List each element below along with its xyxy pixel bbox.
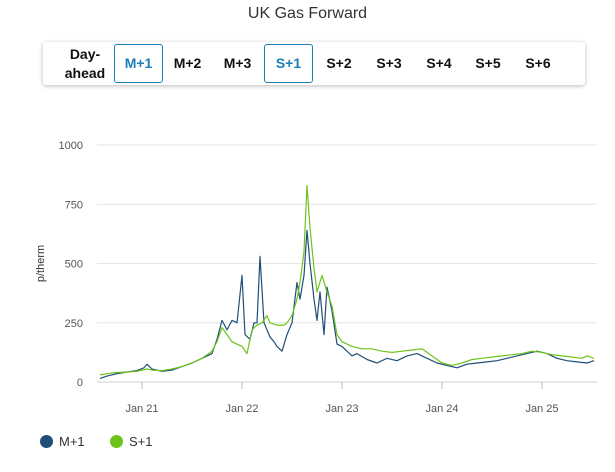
legend-dot-m1 bbox=[40, 434, 53, 448]
y-tick-label: 0 bbox=[77, 377, 83, 389]
y-axis-ticks: 0 250 500 750 1000 bbox=[59, 140, 83, 389]
legend-label-s1: S+1 bbox=[129, 433, 153, 449]
grid-lines bbox=[97, 144, 597, 383]
legend-label-m1: M+1 bbox=[59, 433, 85, 449]
series-lines bbox=[99, 184, 595, 379]
tab-s4[interactable]: S+4 bbox=[426, 55, 452, 71]
product-tab-bar: Day- ahead M+1 M+2 M+3 S+1 S+2 S+3 S+4 S… bbox=[43, 42, 585, 85]
x-tick-label: Jan 23 bbox=[325, 403, 358, 415]
chart-title: UK Gas Forward bbox=[247, 5, 368, 22]
x-axis-ticks: Jan 21 Jan 22 Jan 23 Jan 24 Jan 25 bbox=[125, 382, 559, 415]
tab-s5[interactable]: S+5 bbox=[475, 55, 501, 71]
legend-item-m1[interactable]: M+1 bbox=[40, 431, 85, 451]
y-axis-label: p/therm bbox=[35, 245, 47, 282]
x-tick-label: Jan 24 bbox=[425, 403, 458, 415]
tab-day-ahead[interactable]: Day- ahead bbox=[63, 44, 107, 83]
y-tick-label: 250 bbox=[65, 318, 83, 330]
x-tick-label: Jan 25 bbox=[525, 403, 558, 415]
tab-s2[interactable]: S+2 bbox=[326, 55, 352, 71]
tab-s6[interactable]: S+6 bbox=[525, 55, 551, 71]
x-tick-label: Jan 22 bbox=[225, 403, 258, 415]
tab-day-ahead-line1: Day- bbox=[69, 45, 101, 62]
y-tick-label: 750 bbox=[65, 199, 83, 211]
x-tick-label: Jan 21 bbox=[125, 403, 158, 415]
legend-item-s1[interactable]: S+1 bbox=[110, 431, 153, 451]
legend-dot-s1 bbox=[110, 434, 123, 448]
series-line-m1 bbox=[99, 229, 595, 379]
tab-m1[interactable]: M+1 bbox=[114, 44, 163, 83]
tab-m2[interactable]: M+2 bbox=[173, 55, 202, 71]
y-tick-label: 500 bbox=[65, 259, 83, 271]
y-tick-label: 1000 bbox=[59, 140, 83, 152]
tab-s1[interactable]: S+1 bbox=[264, 44, 313, 83]
tab-m3[interactable]: M+3 bbox=[223, 55, 252, 71]
tab-s3[interactable]: S+3 bbox=[376, 55, 402, 71]
tab-day-ahead-line2: ahead bbox=[64, 64, 106, 81]
series-line-s1 bbox=[99, 184, 595, 376]
